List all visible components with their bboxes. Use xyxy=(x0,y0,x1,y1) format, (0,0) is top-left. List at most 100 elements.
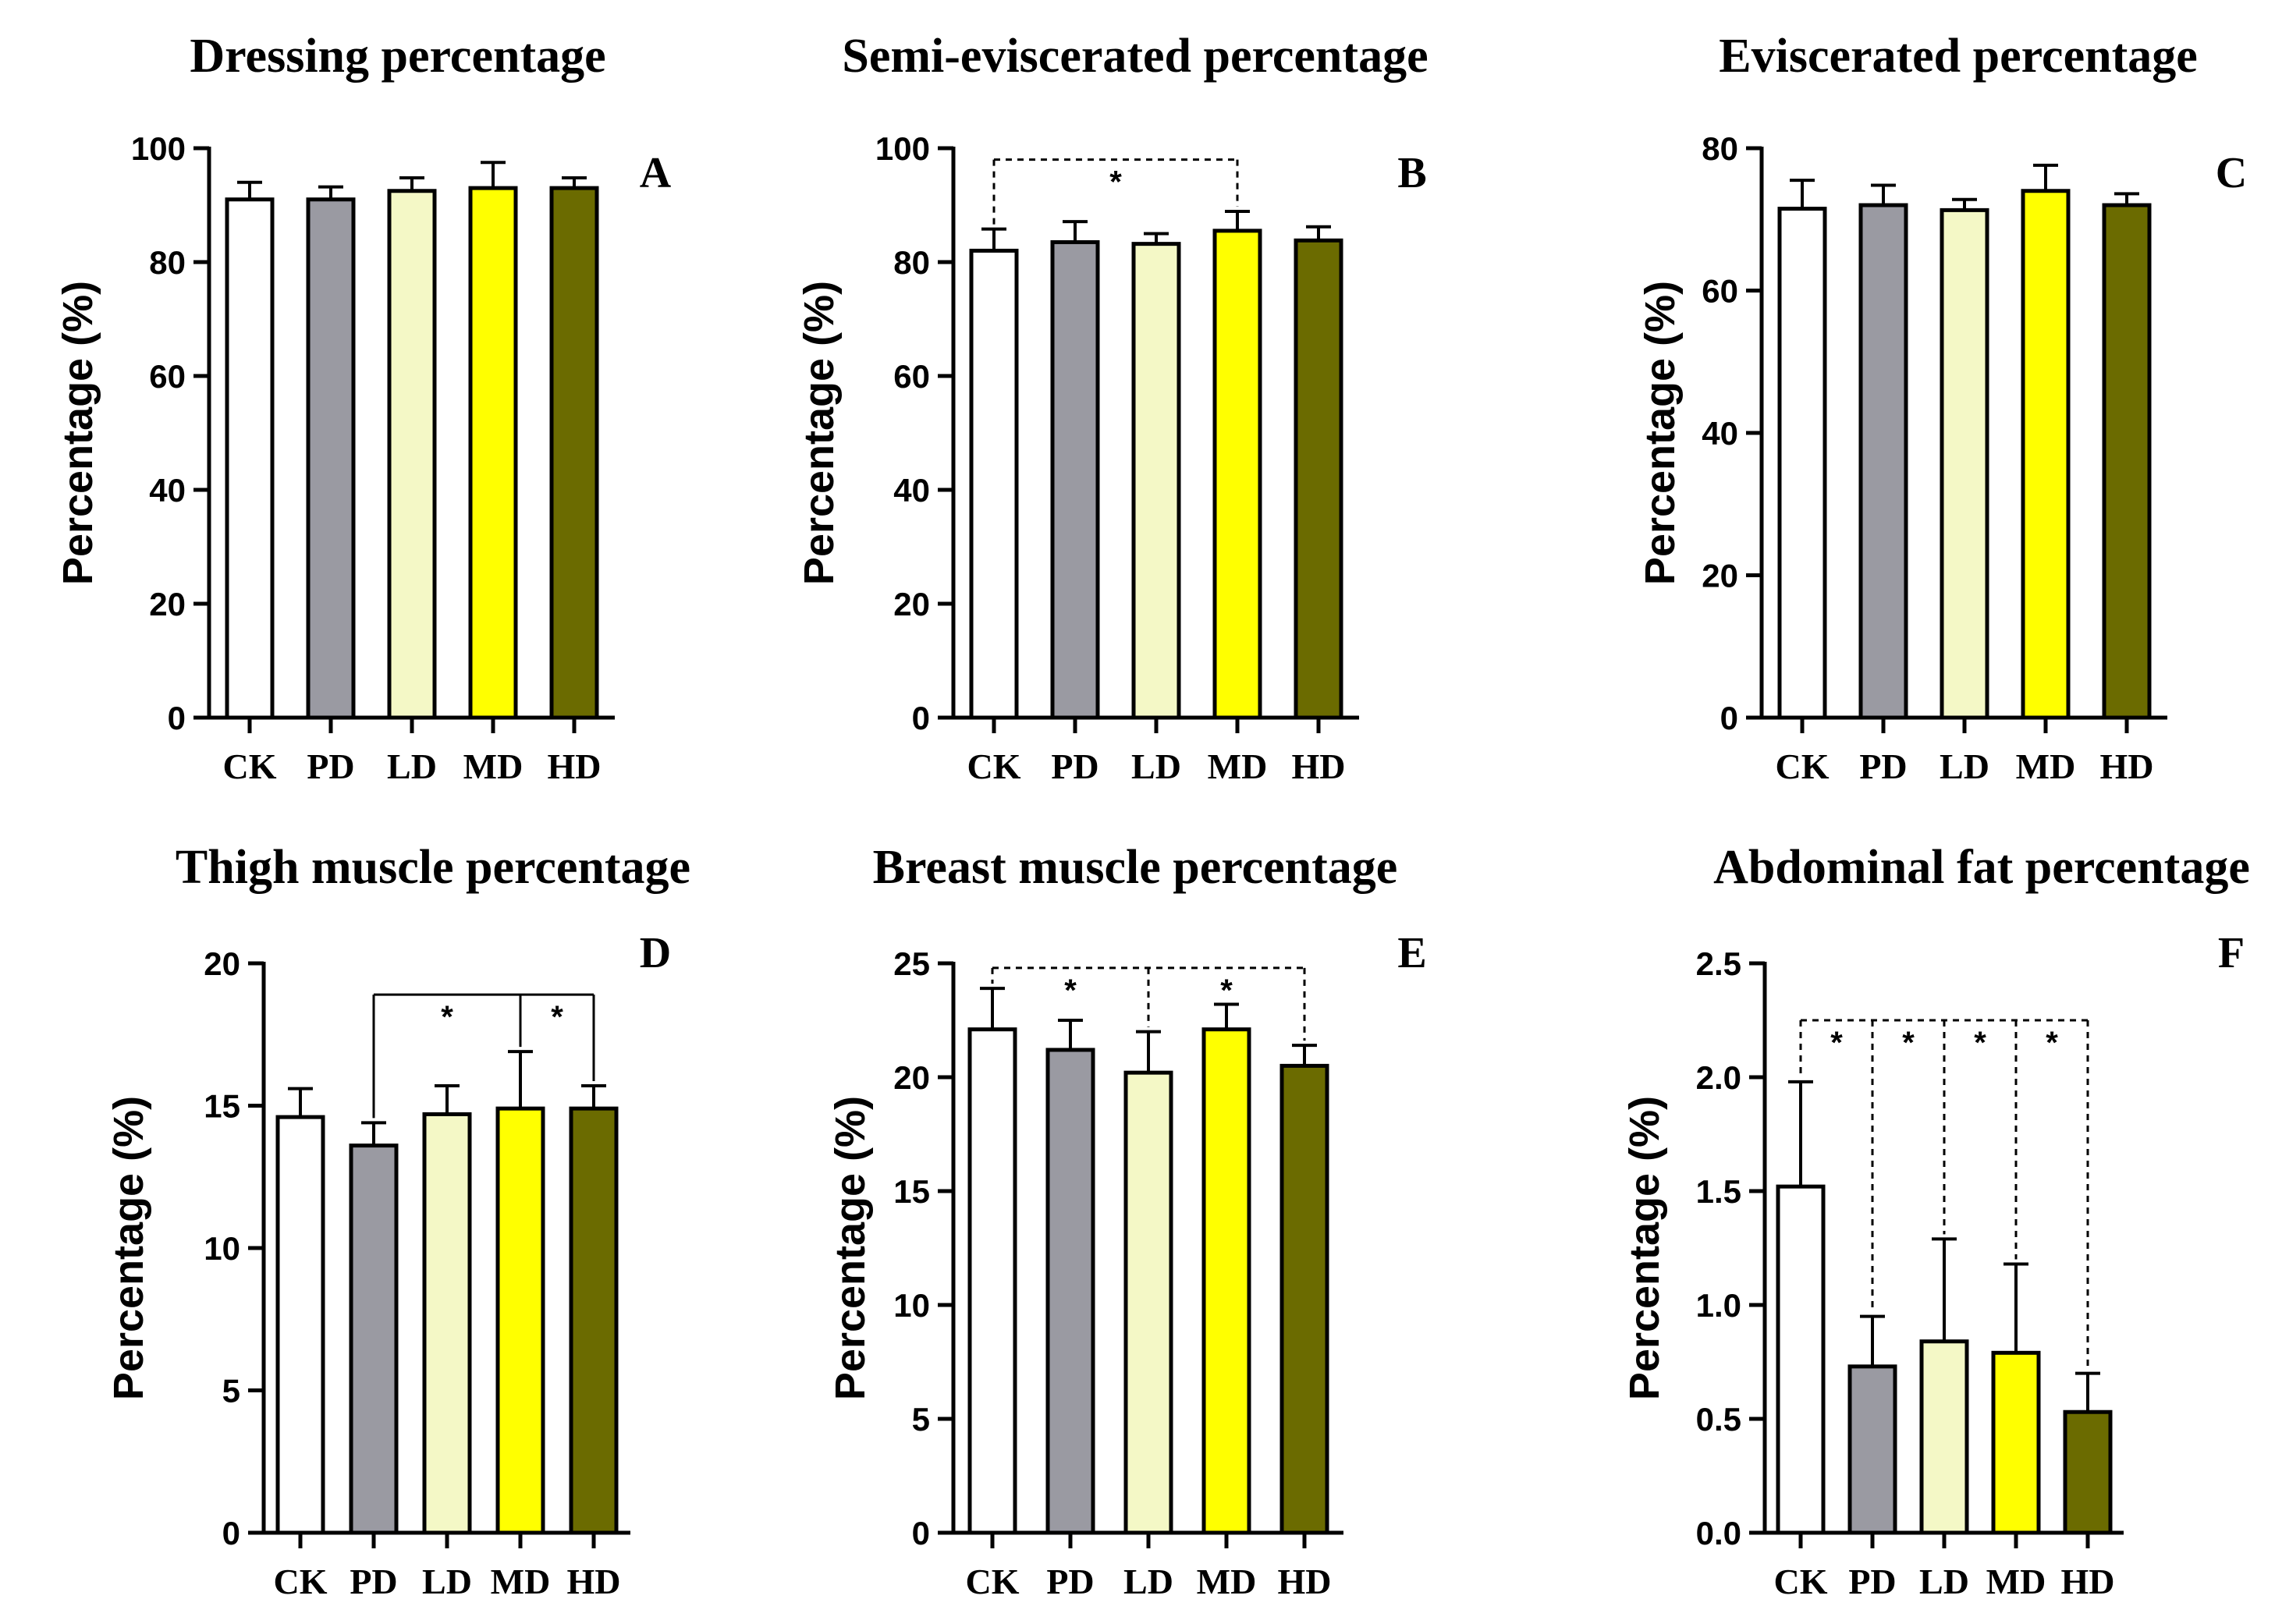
y-tick-label: 5 xyxy=(912,1401,930,1438)
x-tick-label: HD xyxy=(2100,746,2154,786)
significance-label: * xyxy=(1220,973,1233,1008)
bar-ck xyxy=(225,197,275,720)
bar-hd xyxy=(549,186,599,720)
chart-title: Thigh muscle percentage xyxy=(176,841,690,894)
panel-letter: B xyxy=(1397,149,1426,197)
y-tick-label: 10 xyxy=(204,1230,240,1267)
y-tick-label: 80 xyxy=(893,244,930,281)
chart-title: Breast muscle percentage xyxy=(873,841,1398,894)
y-tick-label: 0 xyxy=(1720,700,1738,736)
bar-md xyxy=(1991,1350,2041,1535)
bar-hd xyxy=(2102,203,2152,720)
bar-md xyxy=(1212,229,1262,720)
y-axis-label: Percentage (%) xyxy=(1621,1096,1668,1400)
panel-letter: C xyxy=(2216,149,2247,197)
bar-pd xyxy=(349,1144,399,1535)
x-tick-label: HD xyxy=(1278,1562,1332,1601)
x-tick-label: LD xyxy=(1131,746,1181,786)
x-tick-label: CK xyxy=(966,1562,1020,1601)
x-tick-label: HD xyxy=(1292,746,1346,786)
significance-label: * xyxy=(2046,1026,2058,1060)
bar-pd xyxy=(1045,1048,1095,1535)
y-axis-label: Percentage (%) xyxy=(796,281,843,585)
panel-letter: E xyxy=(1397,929,1426,977)
x-tick-label: CK xyxy=(1776,746,1830,786)
bar-ld xyxy=(1919,1339,1969,1535)
bar-ld xyxy=(1123,1070,1173,1535)
x-tick-label: LD xyxy=(1940,746,1989,786)
panel-letter: D xyxy=(640,929,671,977)
x-tick-label: LD xyxy=(1919,1562,1969,1601)
bar-pd xyxy=(306,197,356,720)
x-tick-label: PD xyxy=(1051,746,1098,786)
y-tick-label: 2.5 xyxy=(1696,945,1741,982)
y-tick-label: 0 xyxy=(912,1515,930,1551)
significance-label: * xyxy=(1974,1026,1986,1060)
y-tick-label: 1.0 xyxy=(1696,1287,1741,1324)
x-tick-label: MD xyxy=(1197,1562,1257,1601)
y-tick-label: 5 xyxy=(222,1373,240,1409)
x-tick-label: MD xyxy=(1208,746,1268,786)
bar-md xyxy=(495,1106,545,1535)
y-tick-label: 40 xyxy=(1702,415,1738,452)
y-tick-label: 20 xyxy=(893,586,930,622)
y-tick-label: 60 xyxy=(893,358,930,395)
bar-ck xyxy=(967,1027,1017,1535)
y-tick-label: 20 xyxy=(204,945,240,982)
y-tick-label: 40 xyxy=(149,472,186,509)
y-tick-label: 40 xyxy=(893,472,930,509)
y-tick-label: 20 xyxy=(149,586,186,622)
x-tick-label: LD xyxy=(422,1562,472,1601)
x-tick-label: PD xyxy=(1046,1562,1094,1601)
bar-ld xyxy=(1940,207,1989,720)
y-tick-label: 60 xyxy=(1702,273,1738,310)
y-axis-label: Percentage (%) xyxy=(105,1096,152,1400)
significance-label: * xyxy=(441,1000,453,1034)
x-tick-label: HD xyxy=(567,1562,621,1601)
bar-md xyxy=(2021,189,2071,720)
y-tick-label: 100 xyxy=(131,130,186,167)
chart-panel-d: Thigh muscle percentage D Percentage (%) 0 5… xyxy=(105,841,690,1601)
x-tick-label: MD xyxy=(1986,1562,2046,1601)
significance-label: * xyxy=(1830,1026,1843,1060)
chart-panel-f: Abdominal fat percentage F Percentage (%) 0… xyxy=(1621,841,2250,1601)
y-axis-label: Percentage (%) xyxy=(55,281,101,585)
y-tick-label: 60 xyxy=(149,358,186,395)
x-tick-label: MD xyxy=(2016,746,2076,786)
panel-letter: F xyxy=(2218,929,2245,977)
chart-panel-b: Semi-eviscerated percentage B Percentage (… xyxy=(796,30,1429,786)
bar-ck xyxy=(1776,1184,1826,1535)
y-tick-label: 1.5 xyxy=(1696,1173,1741,1210)
y-tick-label: 15 xyxy=(204,1088,240,1125)
y-tick-label: 0 xyxy=(222,1515,240,1551)
bar-hd xyxy=(1279,1063,1329,1535)
bar-pd xyxy=(1847,1364,1897,1535)
x-tick-label: PD xyxy=(350,1562,397,1601)
bar-md xyxy=(468,186,518,720)
significance-label: * xyxy=(1064,973,1077,1008)
y-tick-label: 0 xyxy=(168,700,186,736)
y-tick-label: 0.0 xyxy=(1696,1515,1741,1551)
x-tick-label: MD xyxy=(463,746,523,786)
bar-ld xyxy=(422,1112,472,1535)
x-tick-label: LD xyxy=(387,746,437,786)
y-tick-label: 20 xyxy=(893,1059,930,1096)
bar-pd xyxy=(1050,239,1100,720)
y-tick-label: 20 xyxy=(1702,558,1738,594)
y-tick-label: 80 xyxy=(1702,130,1738,167)
y-axis-label: Percentage (%) xyxy=(1637,281,1684,585)
bar-hd xyxy=(569,1106,619,1535)
y-tick-label: 0 xyxy=(912,700,930,736)
significance-label: * xyxy=(1902,1026,1915,1060)
x-tick-label: CK xyxy=(1774,1562,1828,1601)
y-tick-label: 100 xyxy=(875,130,930,167)
bar-hd xyxy=(1294,238,1343,720)
chart-panel-a: Dressing percentage A Percentage (%) 0 20 40 6… xyxy=(55,30,672,786)
y-tick-label: 25 xyxy=(893,945,930,982)
x-tick-label: PD xyxy=(1848,1562,1896,1601)
x-tick-label: HD xyxy=(548,746,602,786)
x-tick-label: CK xyxy=(967,746,1021,786)
x-tick-label: HD xyxy=(2061,1562,2115,1601)
chart-title: Semi-eviscerated percentage xyxy=(842,30,1428,83)
